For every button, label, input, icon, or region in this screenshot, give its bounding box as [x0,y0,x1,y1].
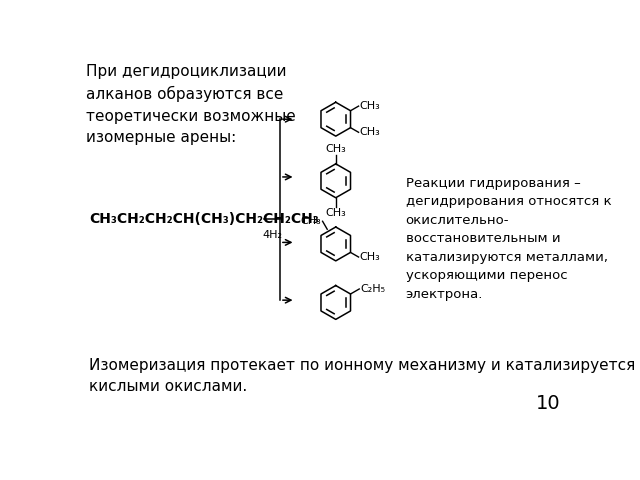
Text: CH₃: CH₃ [359,127,380,137]
Text: CH₃: CH₃ [359,252,380,262]
Text: 10: 10 [536,395,561,413]
Text: При дегидроциклизации
алканов образуются все
теоретически возможные
изомерные ар: При дегидроциклизации алканов образуются… [86,64,296,145]
Text: 4H₂: 4H₂ [262,230,282,240]
Text: CH₃: CH₃ [300,216,321,226]
Text: CH₃: CH₃ [325,208,346,218]
Text: CH₃: CH₃ [325,144,346,154]
Text: Реакции гидрирования –
дегидрирования относятся к
окислительно-
восстановительны: Реакции гидрирования – дегидрирования от… [406,177,611,301]
Text: C₂H₅: C₂H₅ [360,284,385,294]
Text: Изомеризация протекает по ионному механизму и катализируется кислотами и
кислыми: Изомеризация протекает по ионному механи… [90,358,640,394]
Text: CH₃: CH₃ [359,101,380,111]
Text: CH₃CH₂CH₂CH(CH₃)CH₂CH₂CH₃: CH₃CH₂CH₂CH(CH₃)CH₂CH₂CH₃ [90,212,319,226]
